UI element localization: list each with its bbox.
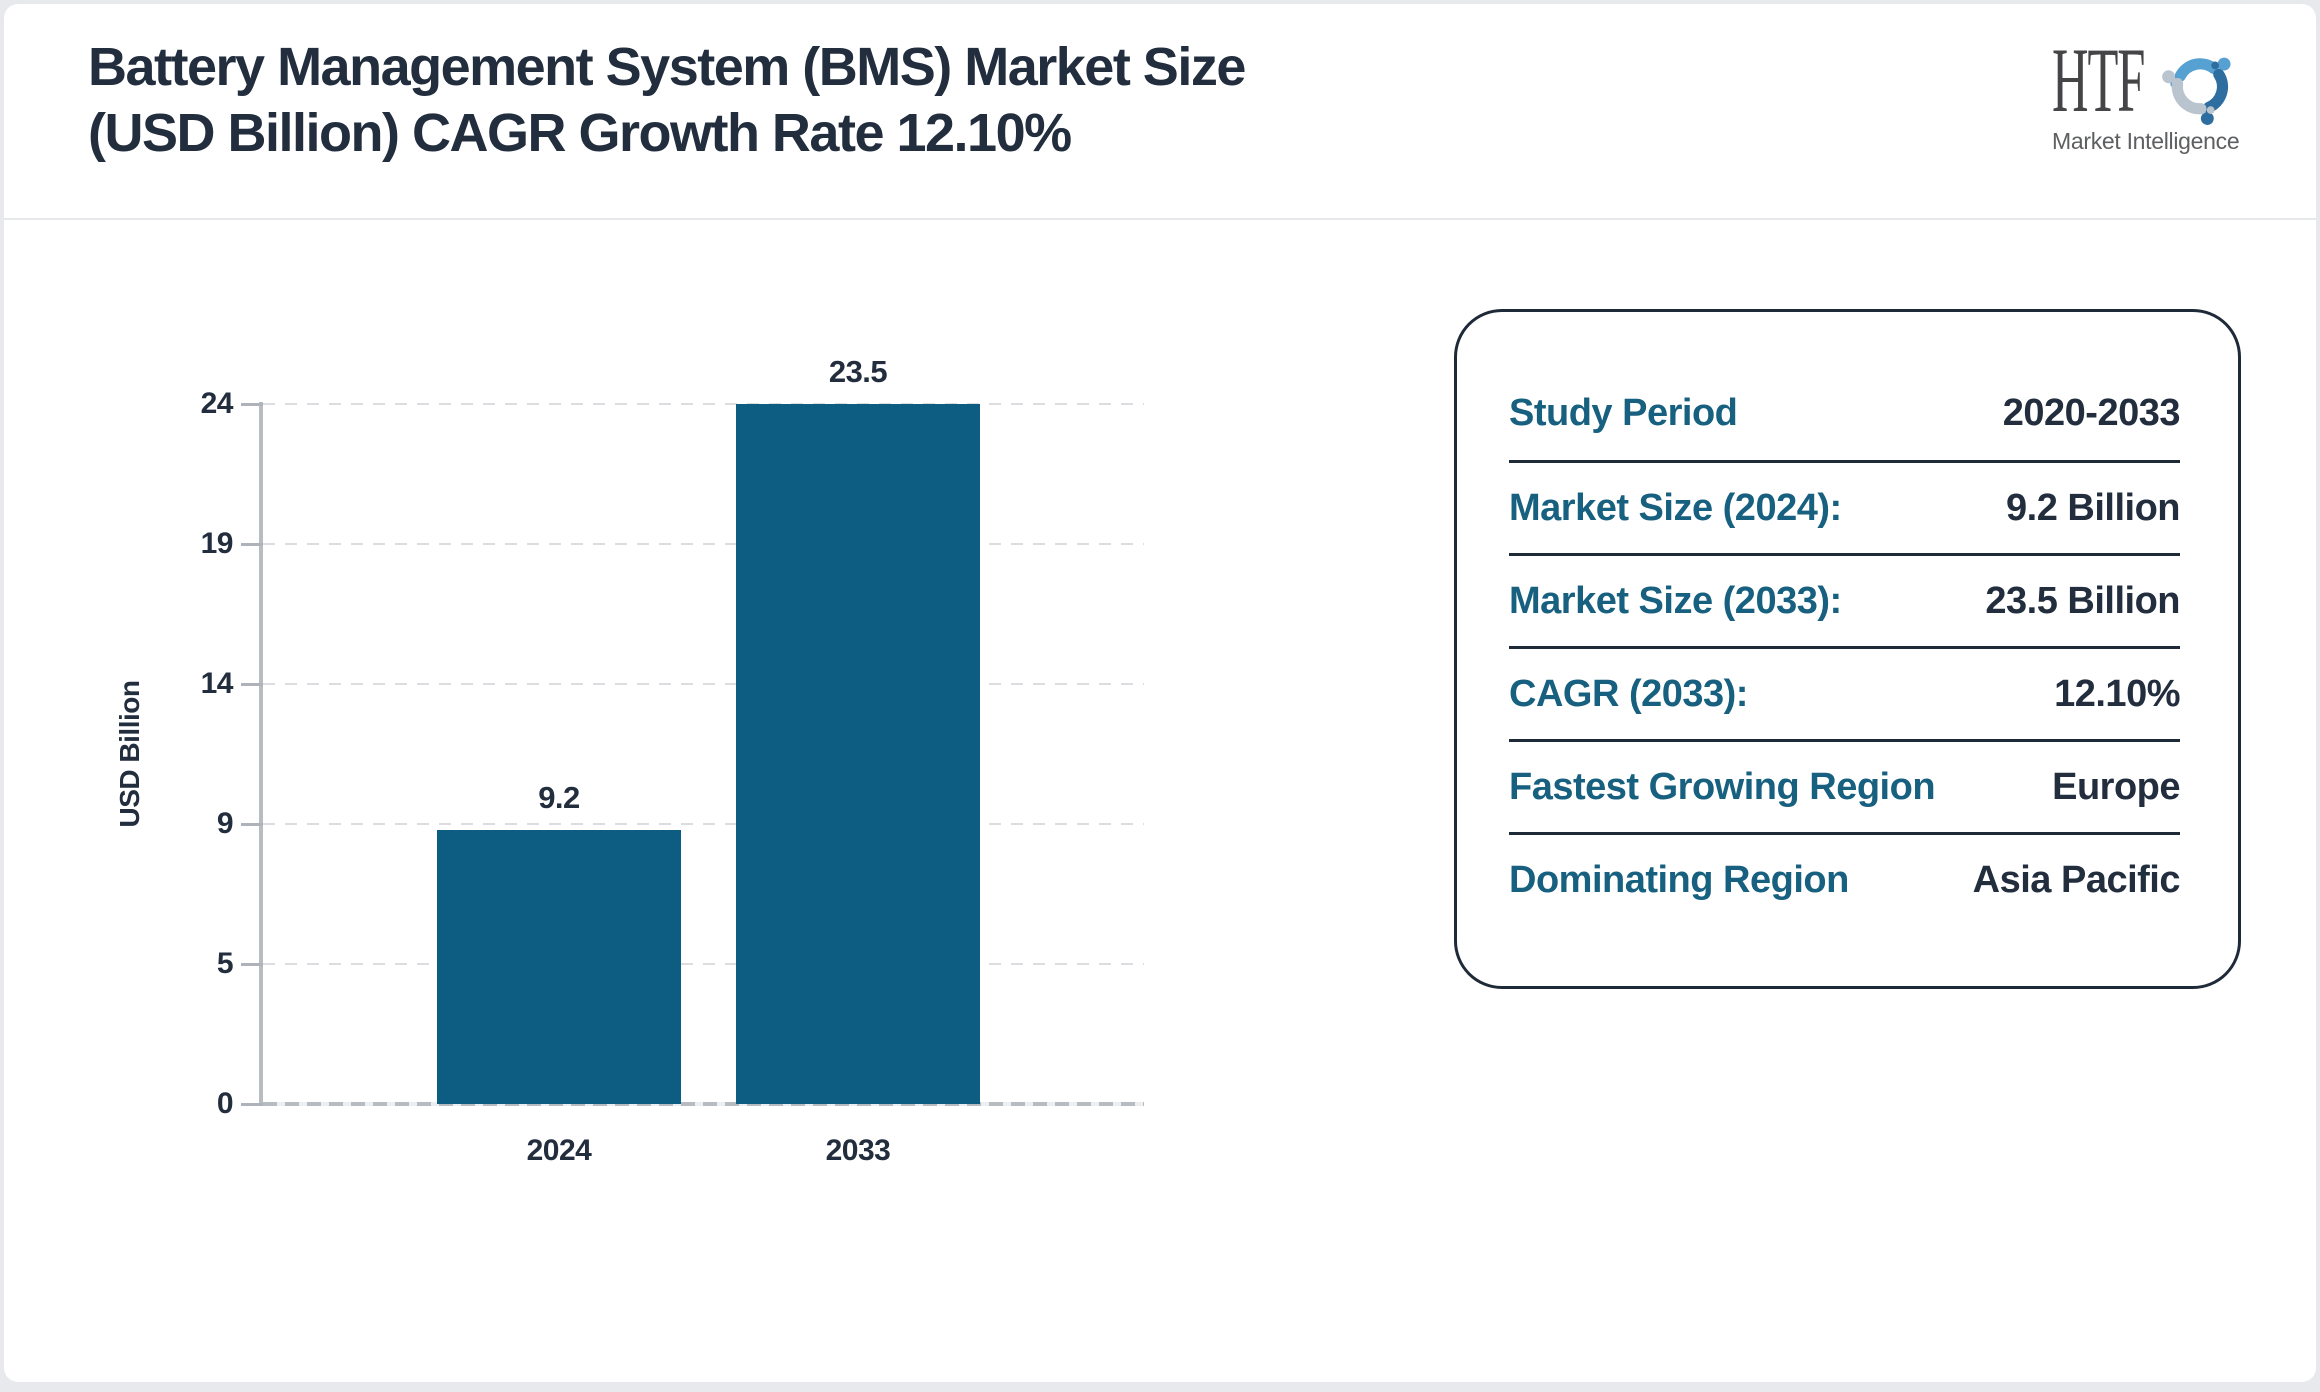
htf-logo-text: HTF [2052, 29, 2145, 131]
y-tick-label: 14 [200, 667, 234, 700]
y-axis-title: USD Billion [114, 680, 145, 828]
panel-row-label: Market Size (2033): [1509, 579, 1842, 622]
page-title-line1: Battery Management System (BMS) Market S… [88, 37, 1246, 97]
report-card: Battery Management System (BMS) Market S… [4, 4, 2316, 1382]
bar-value-label: 9.2 [538, 780, 580, 815]
y-tick-mark [241, 1103, 263, 1106]
y-tick-label: 0 [216, 1087, 234, 1120]
page-title-line2: (USD Billion) CAGR Growth Rate 12.10% [88, 103, 1072, 163]
header-divider [4, 218, 2316, 220]
y-tick-mark [241, 823, 263, 826]
panel-row-cagr: CAGR (2033): 12.10% [1509, 646, 2180, 739]
y-tick-label: 19 [200, 527, 234, 560]
panel-row-label: Fastest Growing Region [1509, 765, 1936, 808]
panel-row-dominating-region: Dominating Region Asia Pacific [1509, 832, 2181, 925]
y-tick-label: 9 [216, 807, 234, 840]
y-tick-mark [241, 963, 263, 966]
panel-row-label: CAGR (2033): [1509, 672, 1748, 715]
bar-2033 [736, 404, 980, 1104]
x-tick-label: 2033 [825, 1134, 891, 1167]
panel-row-label: Dominating Region [1509, 858, 1849, 901]
gridline [263, 543, 1144, 545]
x-tick-label: 2024 [526, 1134, 592, 1167]
y-axis-line [259, 402, 263, 1106]
page-title: Battery Management System (BMS) Market S… [88, 34, 1508, 166]
plot-area: 0 5 9 14 19 24 9.2 2024 23.5 2033 [201, 354, 1144, 1167]
y-tick-mark [241, 683, 263, 686]
y-tick-label: 24 [200, 387, 234, 420]
gridline [263, 403, 1144, 405]
x-axis-baseline [263, 1102, 1144, 1106]
gridline [263, 683, 1144, 685]
key-facts-panel: Study Period 2020-2033 Market Size (2024… [1454, 309, 2241, 989]
y-tick-mark [241, 403, 263, 406]
panel-row-value: Asia Pacific [1972, 858, 2181, 901]
htf-logo-top: HTF [2052, 29, 2252, 131]
htf-logo: HTF [2052, 29, 2252, 155]
panel-row-study-period: Study Period 2020-2033 [1509, 367, 2181, 460]
y-tick-label: 5 [216, 947, 234, 980]
gridline [263, 963, 1144, 965]
panel-row-market-size-2024: Market Size (2024): 9.2 Billion [1509, 460, 2180, 553]
htf-logo-subtext: Market Intelligence [2052, 128, 2240, 154]
panel-row-market-size-2033: Market Size (2033): 23.5 Billion [1509, 553, 2180, 646]
panel-row-value: Europe [2052, 765, 2180, 808]
panel-row-label: Market Size (2024): [1509, 486, 1842, 529]
panel-row-value: 23.5 Billion [1985, 579, 2180, 622]
bar-value-label: 23.5 [828, 354, 888, 389]
panel-row-fastest-growing-region: Fastest Growing Region Europe [1509, 739, 2180, 832]
panel-row-value: 9.2 Billion [2006, 486, 2180, 529]
bar-2024 [437, 830, 681, 1104]
panel-row-value: 12.10% [2054, 672, 2180, 715]
htf-swirl-icon [2162, 57, 2231, 125]
panel-row-value: 2020-2033 [2002, 392, 2181, 434]
gridline [263, 823, 1144, 825]
y-tick-mark [241, 543, 263, 546]
panel-row-label: Study Period [1509, 392, 1738, 434]
